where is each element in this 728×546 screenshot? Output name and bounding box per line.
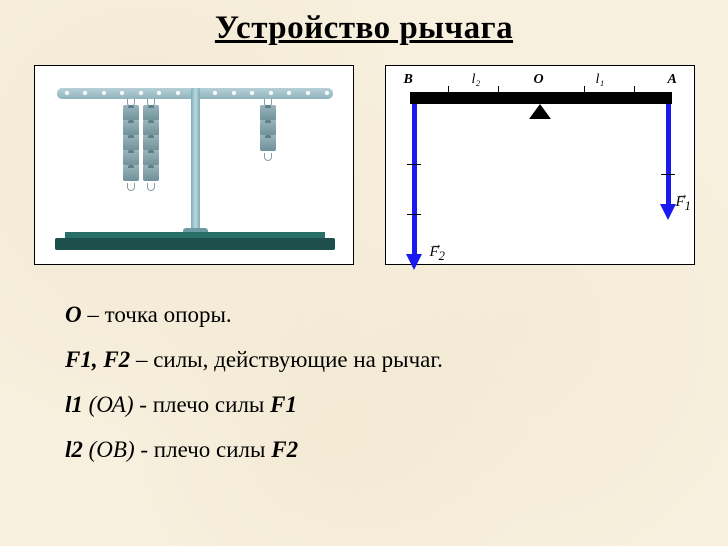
weight-block	[143, 120, 159, 136]
arrowhead-F1	[660, 204, 676, 220]
weight-block	[123, 105, 139, 121]
weight-block	[260, 105, 276, 121]
tick-F2-1	[407, 164, 421, 165]
def-line-l2: l2 (ОВ) - плечо силы F2	[65, 428, 728, 473]
beam-hole	[306, 91, 310, 95]
def-line-O: O – точка опоры.	[65, 293, 728, 338]
def-line-l1: l1 (ОА) - плечо силы F1	[65, 383, 728, 428]
sym-O: O	[65, 302, 82, 327]
beam-hole	[102, 91, 106, 95]
weight-block	[143, 135, 159, 151]
segment-tick	[498, 86, 499, 92]
end-l2: F2	[271, 437, 298, 462]
label-O: O	[534, 72, 544, 88]
segment-tick	[584, 86, 585, 92]
txt-F: – силы, действующие на рычаг.	[130, 347, 443, 372]
sym-F: F1, F2	[65, 347, 130, 372]
weight-chain	[260, 99, 276, 162]
schematic-bar	[410, 92, 672, 104]
hook-icon	[264, 153, 272, 161]
definitions-block: O – точка опоры. F1, F2 – силы, действую…	[0, 293, 728, 472]
label-A: A	[668, 72, 677, 88]
par-l2: (ОВ)	[83, 437, 140, 462]
figure-lever-schematic: B l₂ O l₁ A →F2 →F1	[385, 65, 695, 265]
beam-hole	[176, 91, 180, 95]
weight-block	[143, 150, 159, 166]
weight-block	[123, 120, 139, 136]
weight-chain	[143, 99, 159, 192]
force-arrow-F2	[412, 104, 417, 256]
tick-F1-1	[661, 174, 675, 175]
arrowhead-F2	[406, 254, 422, 270]
label-F1: →F1	[676, 194, 691, 214]
par-l1: (ОА)	[83, 392, 139, 417]
weight-block	[123, 165, 139, 181]
page-title: Устройство рычага	[0, 0, 728, 47]
weight-block	[143, 165, 159, 181]
label-F2: →F2	[430, 244, 445, 264]
hook-icon	[147, 183, 155, 191]
figure-lever-model	[34, 65, 354, 265]
segment-tick	[448, 86, 449, 92]
weight-block	[123, 150, 139, 166]
force-arrow-F1	[666, 104, 671, 206]
lever-pillar	[191, 88, 200, 238]
weight-block	[260, 135, 276, 151]
beam-hole	[139, 91, 143, 95]
beam-hole	[269, 91, 273, 95]
sym-l2: l2	[65, 437, 83, 462]
sym-l1: l1	[65, 392, 83, 417]
txt-l1: - плечо силы	[139, 392, 270, 417]
beam-hole	[232, 91, 236, 95]
beam-hole	[65, 91, 69, 95]
weight-block	[260, 120, 276, 136]
stand-base	[55, 238, 335, 250]
weight-block	[143, 105, 159, 121]
beam-hole	[325, 91, 329, 95]
fulcrum-icon	[529, 104, 551, 119]
end-l1: F1	[270, 392, 297, 417]
weight-chain	[123, 99, 139, 192]
label-B: B	[404, 72, 413, 88]
figures-row: B l₂ O l₁ A →F2 →F1	[0, 65, 728, 265]
txt-O: – точка опоры.	[82, 302, 232, 327]
segment-tick	[634, 86, 635, 92]
weight-block	[123, 135, 139, 151]
tick-F2-2	[407, 214, 421, 215]
hook-icon	[127, 183, 135, 191]
txt-l2: - плечо силы	[140, 437, 271, 462]
label-l2: l₂	[472, 72, 481, 88]
label-l1: l₁	[596, 72, 605, 88]
def-line-F: F1, F2 – силы, действующие на рычаг.	[65, 338, 728, 383]
